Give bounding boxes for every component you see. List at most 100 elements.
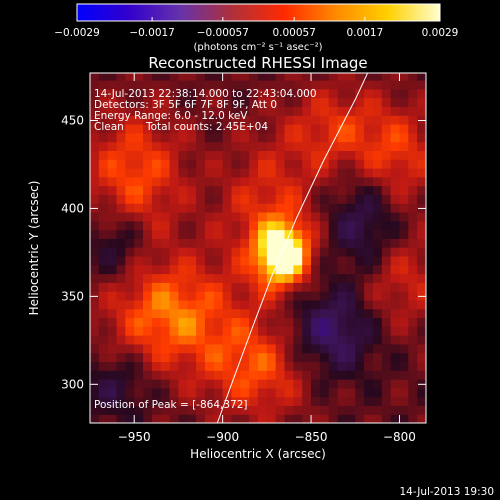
heatmap-cell — [355, 97, 365, 108]
heatmap-cell — [319, 414, 330, 423]
heatmap-cell — [390, 387, 401, 398]
heatmap-cell — [381, 229, 392, 239]
heatmap-cell — [266, 220, 277, 231]
heatmap-cell — [240, 229, 250, 239]
heatmap-cell — [266, 387, 277, 398]
heatmap-cell — [381, 299, 392, 310]
heatmap-cell — [98, 343, 109, 354]
heatmap-cell — [390, 273, 401, 283]
heatmap-cell — [143, 88, 153, 99]
heatmap-cell — [319, 405, 330, 415]
heatmap-cell — [125, 194, 135, 204]
heatmap-cell — [399, 150, 409, 160]
heatmap-cell — [240, 88, 250, 99]
heatmap-cell — [98, 317, 109, 327]
heatmap-cell — [390, 361, 401, 371]
heatmap-cell — [125, 282, 135, 292]
heatmap-cell — [319, 379, 330, 389]
heatmap-cell — [240, 220, 250, 231]
heatmap-cell — [390, 150, 401, 160]
heatmap-cell — [204, 255, 215, 266]
heatmap-cell — [266, 370, 277, 380]
heatmap-cell — [231, 291, 241, 301]
heatmap-cell — [178, 88, 188, 99]
heatmap-cell — [249, 255, 259, 266]
heatmap-cell — [319, 396, 330, 407]
heatmap-cell — [231, 115, 241, 125]
heatmap-cell — [196, 264, 206, 275]
heatmap-cell — [116, 299, 126, 310]
colorbar-tick-label: 0.0029 — [422, 27, 459, 39]
heatmap-cell — [417, 106, 426, 116]
heatmap-cell — [337, 247, 348, 257]
heatmap-cell — [151, 97, 162, 108]
heatmap-cell — [284, 176, 294, 187]
heatmap-cell — [169, 308, 180, 319]
heatmap-cell — [116, 167, 126, 178]
heatmap-cell — [169, 211, 180, 222]
heatmap-cell — [346, 185, 356, 195]
heatmap-cell — [196, 203, 206, 213]
heatmap-cell — [337, 73, 348, 81]
heatmap-cell — [417, 220, 426, 231]
heatmap-cell — [116, 343, 126, 354]
heatmap-cell — [258, 115, 268, 125]
heatmap-cell — [311, 150, 321, 160]
heatmap-cell — [143, 106, 153, 116]
heatmap-cell — [337, 343, 348, 354]
heatmap-cell — [372, 220, 383, 231]
heatmap-cell — [266, 308, 277, 319]
heatmap-cell — [381, 405, 392, 415]
heatmap-cell — [240, 352, 250, 363]
heatmap-cell — [160, 229, 171, 239]
heatmap-cell — [90, 414, 100, 423]
heatmap-cell — [107, 115, 118, 125]
heatmap-cell — [90, 115, 100, 125]
heatmap-cell — [372, 80, 383, 90]
heatmap-cell — [319, 124, 330, 134]
heatmap-cell — [372, 73, 383, 81]
heatmap-cell — [328, 124, 339, 134]
heatmap-cell — [328, 176, 339, 187]
heatmap-cell — [125, 414, 135, 423]
heatmap-cell — [399, 132, 409, 143]
heatmap-cell — [196, 396, 206, 407]
heatmap-cell — [372, 335, 383, 345]
heatmap-cell — [284, 211, 294, 222]
heatmap-cell — [249, 106, 259, 116]
heatmap-cell — [417, 132, 426, 143]
heatmap-cell — [258, 317, 268, 327]
heatmap-cell — [160, 124, 171, 134]
heatmap-cell — [143, 229, 153, 239]
annotation-clean: Clean — [94, 121, 124, 133]
heatmap-cell — [107, 124, 118, 134]
heatmap-cell — [293, 203, 303, 213]
heatmap-cell — [107, 106, 118, 116]
heatmap-cell — [293, 132, 303, 143]
heatmap-cell — [125, 159, 135, 169]
heatmap-cell — [417, 255, 426, 266]
heatmap-cell — [249, 299, 259, 310]
heatmap-cell — [151, 387, 162, 398]
heatmap-cell — [98, 211, 109, 222]
annotation-energy: Energy Range: 6.0 - 12.0 keV — [94, 110, 248, 122]
heatmap-cell — [319, 317, 330, 327]
heatmap-cell — [337, 80, 348, 90]
heatmap-cell — [160, 396, 171, 407]
heatmap-cell — [178, 255, 188, 266]
heatmap-cell — [284, 273, 294, 283]
heatmap-cell — [249, 97, 259, 108]
heatmap-cell — [337, 264, 348, 275]
heatmap-cell — [346, 282, 356, 292]
heatmap-cell — [381, 203, 392, 213]
heatmap-cell — [275, 343, 286, 354]
heatmap-cell — [90, 308, 100, 319]
heatmap-cell — [364, 370, 374, 380]
heatmap-cell — [311, 159, 321, 169]
heatmap-cell — [275, 176, 286, 187]
y-tick-label: 400 — [61, 201, 84, 215]
heatmap-cell — [293, 361, 303, 371]
heatmap-cell — [134, 387, 144, 398]
heatmap-cell — [372, 405, 383, 415]
heatmap-cell — [160, 194, 171, 204]
